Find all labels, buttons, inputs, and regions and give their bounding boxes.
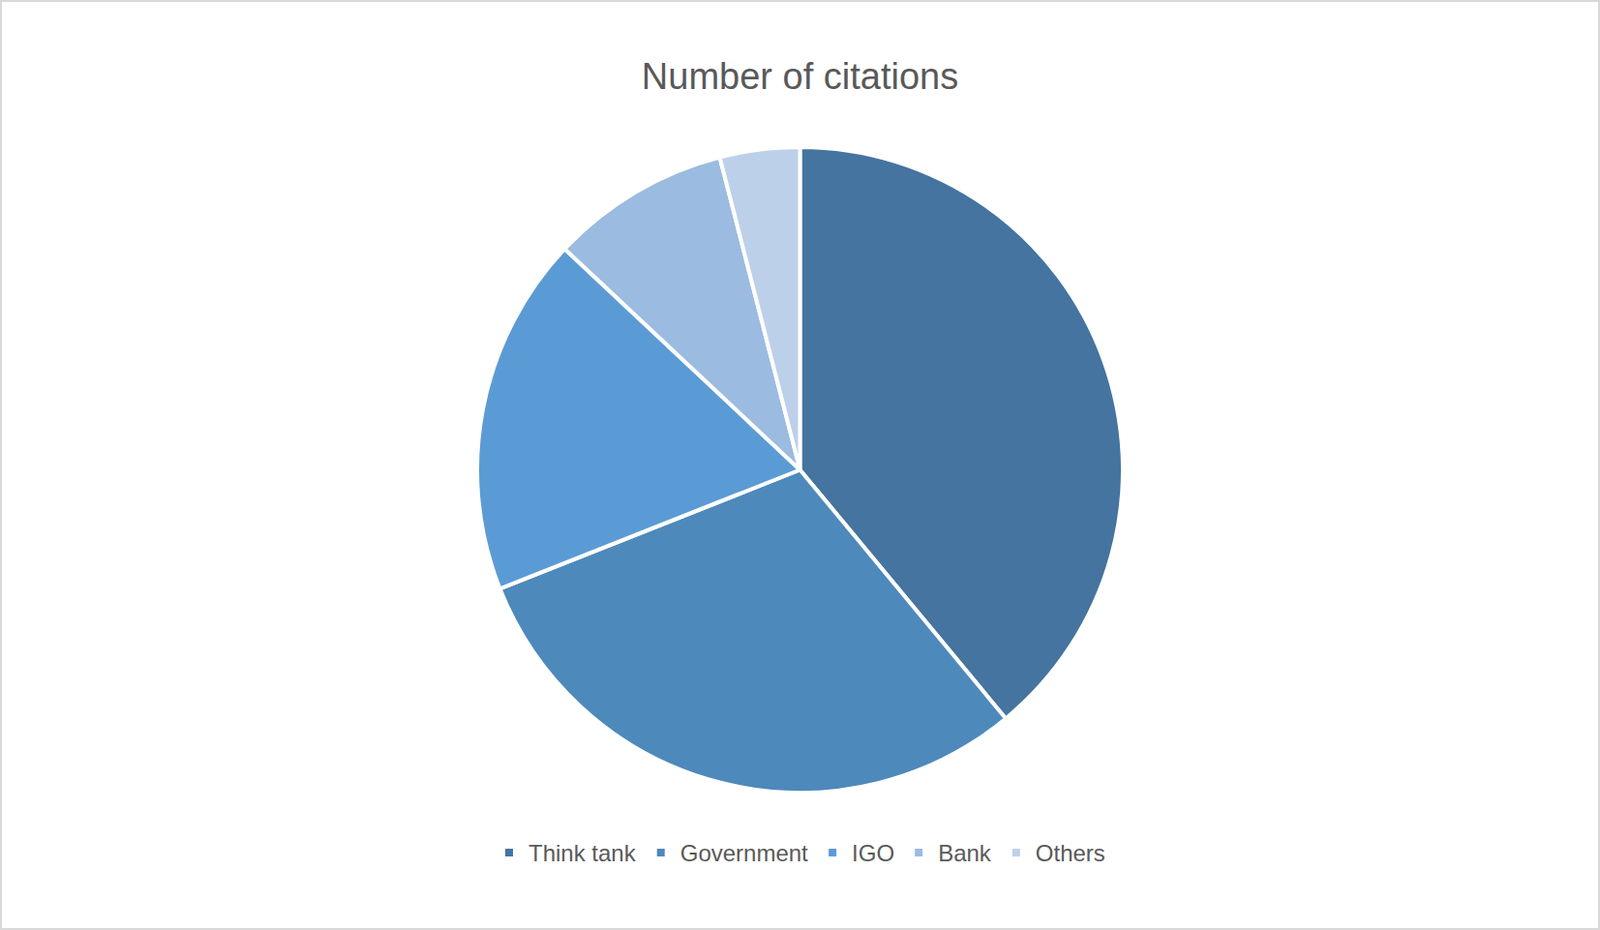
- svg-text:Others: Others: [1035, 840, 1106, 867]
- svg-text:Think tank: Think tank: [528, 840, 637, 867]
- svg-text:Bank: Bank: [937, 840, 993, 867]
- svg-text:Number of citations: Number of citations: [641, 56, 959, 97]
- svg-text:Government: Government: [680, 840, 809, 867]
- svg-text:IGO: IGO: [851, 840, 895, 867]
